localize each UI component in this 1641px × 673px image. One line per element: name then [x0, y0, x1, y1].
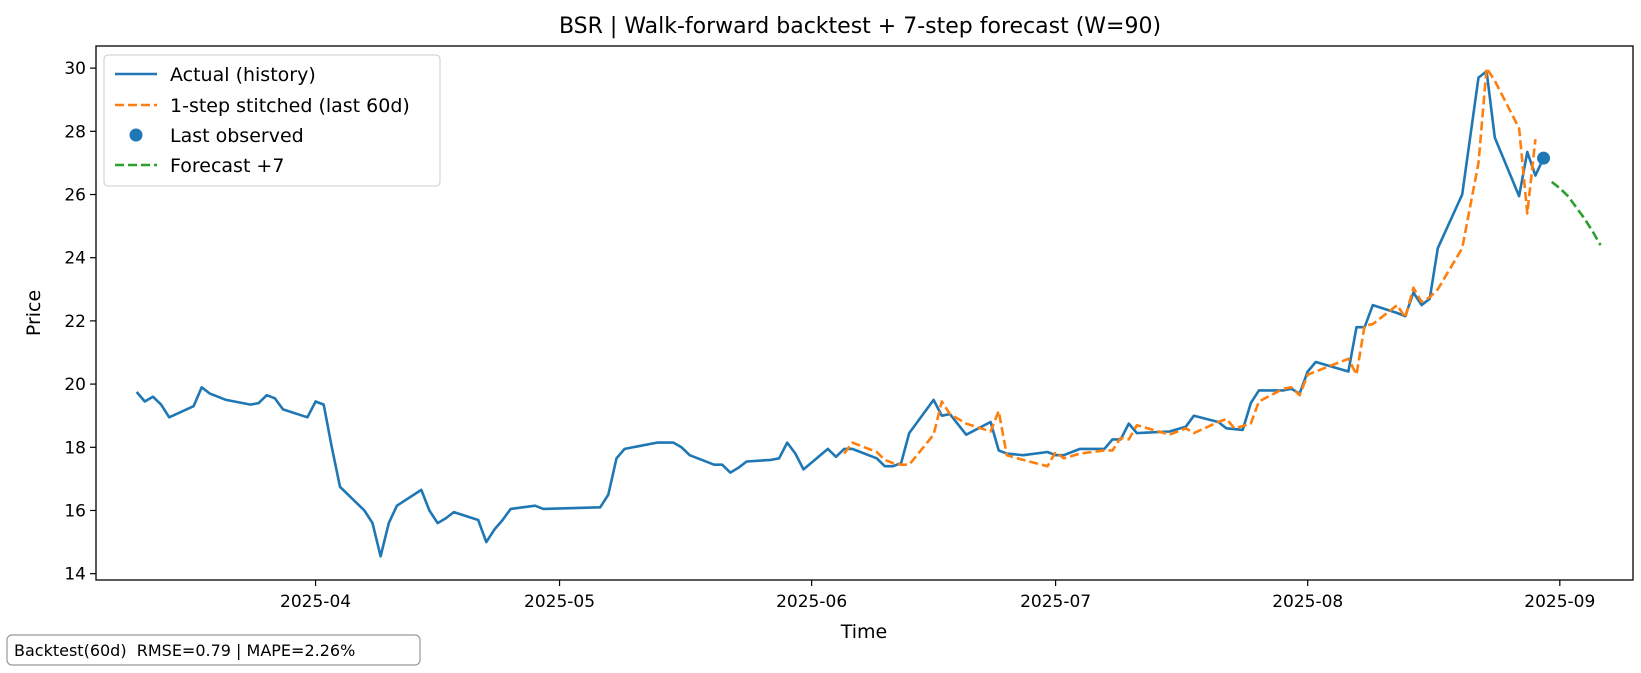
y-tick-label: 22	[64, 312, 86, 332]
legend-label-forecast: Forecast +7	[170, 155, 284, 177]
y-tick-label: 18	[64, 438, 86, 458]
y-axis: 14 16 18 20 22 24 26 28 30	[64, 59, 96, 585]
series-actual-line	[135, 70, 1545, 558]
y-tick-label: 16	[64, 501, 86, 521]
x-axis-label: Time	[840, 621, 888, 643]
legend-label-stitched: 1-step stitched (last 60d)	[170, 95, 410, 117]
y-tick-label: 14	[64, 565, 86, 585]
legend: Actual (history) 1-step stitched (last 6…	[103, 54, 441, 187]
x-axis: 2025-04 2025-05 2025-06 2025-07 2025-08 2025-…	[280, 580, 1595, 612]
series-last-observed-point	[1537, 151, 1551, 165]
legend-label-last: Last observed	[170, 125, 304, 147]
plot-frame	[95, 45, 1634, 581]
legend-label-actual: Actual (history)	[170, 64, 316, 86]
x-tick-label: 2025-04	[280, 592, 351, 612]
series-stitched-line	[843, 66, 1537, 468]
legend-swatch-last	[129, 128, 143, 142]
chart-title: BSR | Walk-forward backtest + 7-step for…	[559, 14, 1161, 39]
x-tick-label: 2025-05	[524, 592, 595, 612]
y-tick-label: 20	[64, 375, 86, 395]
metrics-text: Backtest(60d) RMSE=0.79 | MAPE=2.26%	[14, 641, 355, 660]
series-layer	[135, 66, 1602, 558]
x-tick-label: 2025-08	[1272, 592, 1343, 612]
metrics-box	[6, 634, 421, 666]
metrics-annotation: Backtest(60d) RMSE=0.79 | MAPE=2.26%	[6, 634, 421, 666]
legend-box	[103, 54, 441, 187]
x-tick-label: 2025-06	[776, 592, 847, 612]
y-tick-label: 30	[64, 59, 86, 79]
y-axis-label: Price	[23, 290, 45, 336]
x-tick-label: 2025-07	[1020, 592, 1091, 612]
y-tick-label: 26	[64, 186, 86, 206]
y-tick-label: 24	[64, 249, 86, 269]
y-tick-label: 28	[64, 122, 86, 142]
x-tick-label: 2025-09	[1524, 592, 1595, 612]
